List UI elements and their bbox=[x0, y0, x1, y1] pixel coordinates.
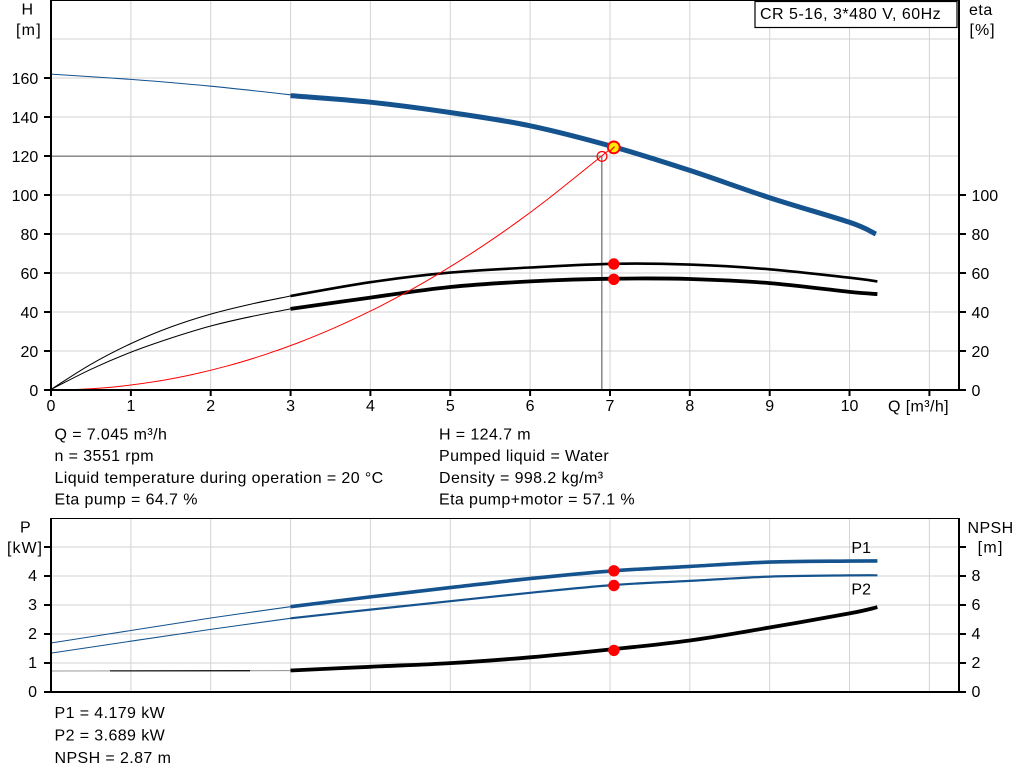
svg-text:0: 0 bbox=[47, 398, 56, 415]
svg-text:60: 60 bbox=[972, 266, 990, 283]
svg-text:3: 3 bbox=[286, 398, 295, 415]
svg-text:2: 2 bbox=[972, 655, 981, 672]
svg-text:NPSH: NPSH bbox=[968, 520, 1014, 537]
svg-text:0: 0 bbox=[972, 383, 981, 400]
svg-text:6: 6 bbox=[972, 597, 981, 614]
svg-text:eta: eta bbox=[969, 2, 993, 19]
svg-text:2: 2 bbox=[206, 398, 215, 415]
svg-text:7: 7 bbox=[606, 398, 615, 415]
svg-text:4: 4 bbox=[366, 398, 375, 415]
svg-text:6: 6 bbox=[526, 398, 535, 415]
svg-text:8: 8 bbox=[972, 568, 981, 585]
svg-text:n = 3551 rpm: n = 3551 rpm bbox=[55, 448, 155, 465]
svg-text:160: 160 bbox=[12, 71, 39, 88]
svg-text:60: 60 bbox=[21, 266, 39, 283]
svg-text:Density = 998.2 kg/m³: Density = 998.2 kg/m³ bbox=[439, 470, 604, 487]
svg-text:9: 9 bbox=[765, 398, 774, 415]
svg-text:Pumped liquid = Water: Pumped liquid = Water bbox=[439, 448, 609, 465]
svg-text:20: 20 bbox=[21, 344, 39, 361]
svg-text:Liquid temperature during oper: Liquid temperature during operation = 20… bbox=[55, 470, 384, 487]
svg-text:Q [m³/h]: Q [m³/h] bbox=[888, 399, 949, 416]
svg-text:CR 5-16, 3*480 V, 60Hz: CR 5-16, 3*480 V, 60Hz bbox=[760, 6, 941, 23]
svg-text:Eta pump+motor = 57.1 %: Eta pump+motor = 57.1 % bbox=[439, 492, 635, 509]
svg-text:100: 100 bbox=[12, 188, 39, 205]
svg-text:0: 0 bbox=[28, 684, 37, 701]
svg-text:0: 0 bbox=[29, 383, 38, 400]
svg-text:[kW]: [kW] bbox=[7, 540, 43, 557]
svg-text:P2: P2 bbox=[851, 582, 871, 599]
svg-text:120: 120 bbox=[12, 149, 39, 166]
svg-text:140: 140 bbox=[12, 110, 39, 127]
svg-text:80: 80 bbox=[21, 227, 39, 244]
svg-text:P1: P1 bbox=[851, 540, 871, 557]
svg-text:H = 124.7 m: H = 124.7 m bbox=[439, 426, 531, 443]
svg-text:5: 5 bbox=[446, 398, 455, 415]
svg-text:1: 1 bbox=[28, 655, 37, 672]
svg-text:40: 40 bbox=[21, 305, 39, 322]
svg-text:P: P bbox=[20, 520, 31, 537]
svg-text:100: 100 bbox=[972, 188, 999, 205]
svg-text:[m]: [m] bbox=[16, 22, 42, 39]
svg-text:8: 8 bbox=[685, 398, 694, 415]
svg-text:1: 1 bbox=[126, 398, 135, 415]
svg-text:[%]: [%] bbox=[970, 22, 996, 39]
svg-text:NPSH = 2.87 m: NPSH = 2.87 m bbox=[55, 750, 172, 767]
svg-text:H: H bbox=[22, 2, 34, 19]
svg-text:40: 40 bbox=[972, 305, 990, 322]
svg-text:20: 20 bbox=[972, 344, 990, 361]
svg-text:2: 2 bbox=[28, 626, 37, 643]
svg-text:Eta pump = 64.7 %: Eta pump = 64.7 % bbox=[55, 492, 198, 509]
svg-text:Q = 7.045 m³/h: Q = 7.045 m³/h bbox=[55, 426, 168, 443]
svg-text:0: 0 bbox=[972, 684, 981, 701]
svg-text:80: 80 bbox=[972, 227, 990, 244]
svg-text:4: 4 bbox=[28, 568, 37, 585]
svg-text:[m]: [m] bbox=[978, 540, 1004, 557]
svg-text:3: 3 bbox=[28, 597, 37, 614]
svg-text:10: 10 bbox=[841, 398, 859, 415]
svg-text:P1 = 4.179 kW: P1 = 4.179 kW bbox=[55, 705, 166, 722]
svg-text:P2 = 3.689 kW: P2 = 3.689 kW bbox=[55, 728, 166, 745]
svg-text:4: 4 bbox=[972, 626, 981, 643]
